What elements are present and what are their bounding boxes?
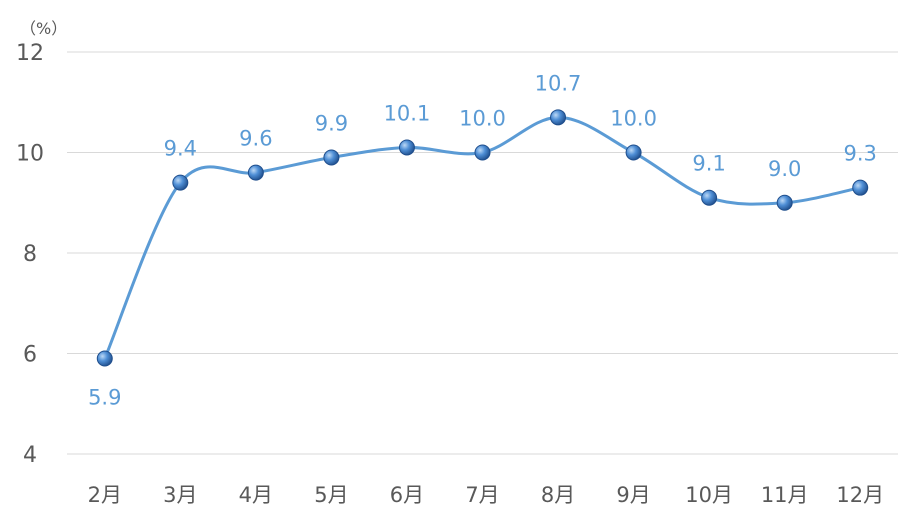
data-point [398, 139, 415, 156]
x-tick-label: 5月 [314, 483, 348, 507]
data-label: 10.0 [610, 107, 657, 131]
x-tick-label: 4月 [239, 483, 273, 507]
y-axis-unit-label: （%） [20, 19, 67, 38]
x-tick-label: 2月 [88, 483, 122, 507]
data-label: 9.4 [164, 137, 197, 161]
x-tick-label: 3月 [163, 483, 197, 507]
data-label: 10.7 [535, 71, 582, 95]
y-tick-label: 6 [23, 343, 37, 368]
series-line-layer [103, 115, 861, 360]
x-tick-label: 10月 [685, 483, 733, 507]
data-point [247, 164, 264, 181]
x-tick-label: 12月 [836, 483, 884, 507]
data-point [776, 194, 793, 211]
y-tick-label: 4 [23, 443, 37, 468]
x-axis: 2月 3月 4月 5月 6月 7月 8月 9月 10月 11月 12月 [88, 483, 885, 507]
data-point [701, 189, 718, 206]
y-tick-label: 8 [23, 242, 37, 267]
data-point [323, 149, 340, 166]
x-tick-label: 7月 [465, 483, 499, 507]
data-label: 9.9 [315, 112, 348, 136]
x-tick-label: 11月 [761, 483, 809, 507]
data-point [172, 174, 189, 191]
x-tick-label: 9月 [616, 483, 650, 507]
data-point [625, 144, 642, 161]
data-point [550, 109, 567, 126]
gridlines [67, 51, 898, 455]
y-tick-label: 10 [16, 142, 44, 167]
x-tick-label: 6月 [390, 483, 424, 507]
y-axis: 4 6 8 10 12 [16, 41, 44, 468]
data-label: 10.0 [459, 107, 506, 131]
data-label: 9.0 [768, 157, 801, 181]
data-label: 9.6 [239, 127, 272, 151]
x-tick-label: 8月 [541, 483, 575, 507]
data-label: 9.3 [844, 142, 877, 166]
y-tick-label: 12 [16, 41, 44, 66]
data-labels: 5.9 9.4 9.6 9.9 10.1 10.0 10.7 10.0 9.1 9.0 9.3 [88, 71, 877, 409]
series-line [103, 115, 861, 360]
data-point [474, 144, 491, 161]
data-point [96, 350, 113, 367]
markers [96, 109, 869, 367]
data-label: 10.1 [384, 101, 431, 125]
data-point [852, 179, 869, 196]
data-label: 5.9 [88, 386, 121, 410]
data-label: 9.1 [692, 152, 725, 176]
